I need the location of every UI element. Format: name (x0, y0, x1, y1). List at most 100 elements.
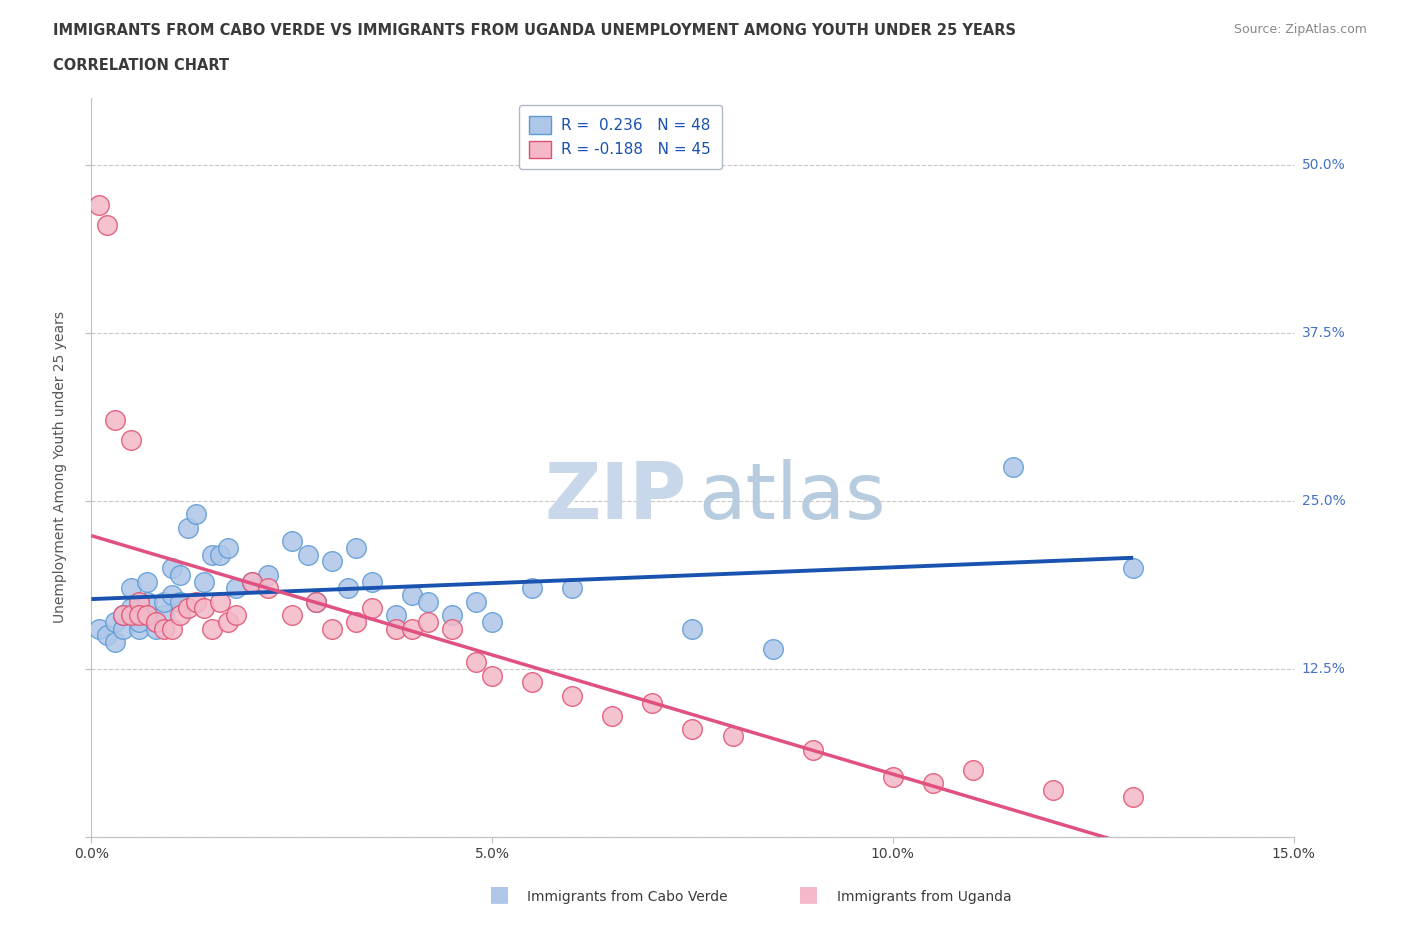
Text: ■: ■ (489, 884, 509, 904)
Point (193, 601, 215, 616)
Point (121, 581, 143, 596)
Point (305, 594, 328, 609)
Text: atlas: atlas (699, 458, 886, 535)
Point (128, 608, 150, 623)
Point (145, 615, 167, 630)
Point (762, 642, 785, 657)
Point (96, 218, 118, 232)
Point (922, 776, 945, 790)
Point (962, 763, 984, 777)
Point (522, 581, 544, 596)
Text: Immigrants from Cabo Verde: Immigrants from Cabo Verde (527, 890, 728, 904)
Point (281, 608, 304, 623)
Point (145, 621, 167, 636)
Point (385, 608, 408, 623)
Point (145, 615, 167, 630)
Point (225, 581, 247, 596)
Point (217, 540, 239, 555)
Point (112, 608, 135, 623)
Point (184, 507, 207, 522)
Point (152, 621, 174, 636)
Point (360, 601, 382, 616)
Point (160, 621, 183, 636)
Point (121, 601, 143, 616)
Text: CORRELATION CHART: CORRELATION CHART (53, 58, 229, 73)
Point (136, 574, 159, 589)
Point (136, 608, 159, 623)
Point (522, 675, 544, 690)
Point (112, 621, 135, 636)
Point (112, 608, 135, 623)
Text: 25.0%: 25.0% (1302, 494, 1346, 508)
Text: 50.0%: 50.0% (1302, 158, 1346, 172)
Point (321, 554, 343, 569)
Point (152, 594, 174, 609)
Text: IMMIGRANTS FROM CABO VERDE VS IMMIGRANTS FROM UGANDA UNEMPLOYMENT AMONG YOUTH UN: IMMIGRANTS FROM CABO VERDE VS IMMIGRANTS… (53, 23, 1017, 38)
Point (481, 669, 503, 684)
Point (416, 594, 439, 609)
Point (201, 547, 224, 562)
Point (176, 601, 198, 616)
Point (128, 621, 150, 636)
Legend: R =  0.236   N = 48, R = -0.188   N = 45: R = 0.236 N = 48, R = -0.188 N = 45 (519, 105, 721, 169)
Text: 12.5%: 12.5% (1302, 662, 1346, 676)
Text: ■: ■ (799, 884, 818, 904)
Point (169, 608, 191, 623)
Point (1122, 790, 1144, 804)
Point (440, 621, 463, 636)
Point (193, 574, 215, 589)
Point (89, 621, 111, 636)
Point (344, 540, 367, 555)
Point (297, 547, 319, 562)
Text: Immigrants from Uganda: Immigrants from Uganda (837, 890, 1011, 904)
Point (882, 769, 904, 784)
Point (465, 594, 488, 609)
Point (96, 628, 118, 643)
Point (721, 729, 744, 744)
Point (360, 574, 382, 589)
Point (256, 567, 278, 582)
Point (401, 621, 423, 636)
Point (416, 615, 439, 630)
Point (1122, 561, 1144, 576)
Text: 37.5%: 37.5% (1302, 326, 1346, 339)
Point (104, 615, 127, 630)
Point (440, 608, 463, 623)
Text: Source: ZipAtlas.com: Source: ZipAtlas.com (1233, 23, 1367, 36)
Point (481, 615, 503, 630)
Point (385, 621, 408, 636)
Point (201, 621, 224, 636)
Point (121, 433, 143, 448)
Point (336, 581, 359, 596)
Point (641, 695, 664, 710)
Point (561, 688, 583, 703)
Point (217, 615, 239, 630)
Point (281, 534, 304, 549)
Point (225, 608, 247, 623)
Point (208, 547, 231, 562)
Point (136, 594, 159, 609)
Text: ZIP: ZIP (544, 458, 686, 535)
Point (208, 594, 231, 609)
Point (160, 561, 183, 576)
Point (169, 567, 191, 582)
Point (121, 608, 143, 623)
Point (344, 615, 367, 630)
Y-axis label: Unemployment Among Youth under 25 years: Unemployment Among Youth under 25 years (53, 312, 67, 623)
Point (401, 588, 423, 603)
Point (1001, 460, 1024, 474)
Point (321, 621, 343, 636)
Point (561, 581, 583, 596)
Point (152, 608, 174, 623)
Point (305, 594, 328, 609)
Point (89, 198, 111, 213)
Point (681, 722, 703, 737)
Point (128, 615, 150, 630)
Point (602, 709, 624, 724)
Point (104, 413, 127, 428)
Point (240, 574, 263, 589)
Point (160, 588, 183, 603)
Point (240, 574, 263, 589)
Point (128, 594, 150, 609)
Point (184, 594, 207, 609)
